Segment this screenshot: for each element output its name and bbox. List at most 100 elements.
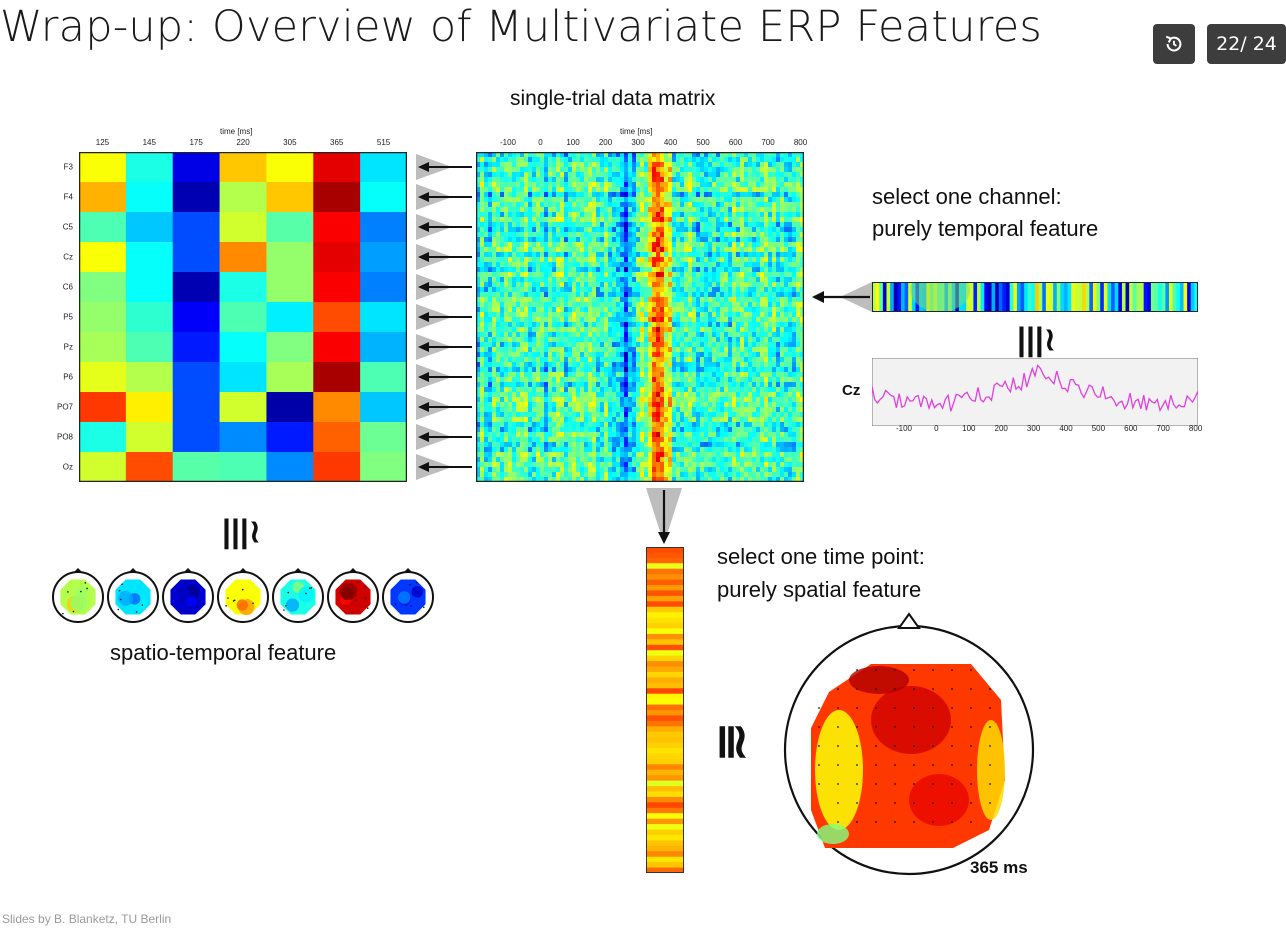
channel-label: Pz — [63, 342, 73, 352]
feature-cell — [313, 212, 361, 243]
feature-cell — [219, 152, 267, 183]
time-tick-label: -100 — [499, 138, 517, 147]
feature-cell — [313, 392, 361, 423]
spatio-temporal-scalp-maps — [52, 568, 434, 623]
feature-cell — [79, 182, 127, 213]
feature-cell — [219, 212, 267, 243]
spatio-temporal-caption: spatio-temporal feature — [110, 640, 337, 665]
feature-cell — [125, 242, 174, 273]
feature-cell — [125, 452, 174, 482]
feature-cell — [79, 362, 127, 393]
slide-footer: Slides by B. Blanketz, TU Berlin — [2, 912, 172, 926]
channel-arrow — [418, 282, 429, 292]
time-tick-label: 300 — [631, 138, 645, 147]
time-point-label: 365 ms — [970, 858, 1028, 877]
time-tick-label: 220 — [236, 138, 250, 147]
channel-label: Cz — [63, 252, 73, 262]
feature-cell — [219, 302, 267, 333]
scalp-map — [170, 579, 206, 615]
restart-button[interactable] — [1153, 24, 1195, 64]
feature-cell — [79, 302, 127, 333]
trace-tick-label: -100 — [895, 424, 913, 433]
feature-cell — [79, 272, 127, 303]
feature-cell — [125, 182, 174, 213]
feature-cell — [360, 392, 407, 423]
time-tick-label: 800 — [793, 138, 808, 147]
scalp-map — [390, 579, 426, 615]
page-counter[interactable]: 22/ 24 — [1207, 24, 1286, 64]
trace-tick-label: 100 — [962, 424, 976, 433]
scalp-map — [335, 579, 371, 615]
feature-cell — [360, 422, 407, 453]
scalp-map — [225, 579, 261, 616]
time-tick-label: 125 — [95, 138, 110, 147]
spatio-temporal-approx-symbol: |||≀ — [222, 513, 261, 549]
time-tick-label: 500 — [696, 138, 710, 147]
feature-cell — [172, 302, 221, 333]
spatial-caption-line2: purely spatial feature — [717, 577, 922, 602]
trace-tick-label: 700 — [1156, 424, 1170, 433]
channel-arrow — [418, 162, 429, 172]
spatial-scalp-map — [783, 612, 1035, 876]
data-matrix-heading: single-trial data matrix — [510, 87, 716, 110]
feature-cell — [313, 272, 361, 303]
feature-cell — [219, 272, 267, 303]
feature-cell — [313, 452, 361, 482]
channel-arrow — [418, 312, 429, 322]
time-tick-label: 400 — [663, 138, 678, 147]
feature-cell — [219, 332, 267, 363]
channel-label: P6 — [63, 372, 73, 382]
spatial-approx-symbol: ≅ — [705, 721, 759, 763]
feature-cell — [360, 452, 407, 482]
feature-cell — [360, 242, 407, 273]
feature-cell — [266, 392, 314, 423]
feature-cell — [360, 212, 407, 243]
channel-label: P5 — [63, 312, 73, 322]
feature-cell — [313, 362, 361, 393]
feature-cell — [266, 212, 314, 243]
feature-cell — [219, 362, 267, 393]
time-tick-label: 100 — [566, 138, 580, 147]
trace-tick-label: 200 — [994, 424, 1008, 433]
feature-cell — [172, 392, 221, 423]
feature-cell — [313, 302, 361, 333]
feature-cell — [172, 182, 221, 213]
scalp-map — [60, 579, 96, 615]
cz-time-trace — [872, 358, 1198, 426]
time-tick-label: 200 — [598, 138, 613, 147]
temporal-caption-line1: select one channel: — [872, 184, 1062, 209]
feature-cell — [125, 272, 174, 303]
time-point-column — [646, 547, 684, 873]
feature-cell — [79, 152, 127, 183]
trace-tick-label: 400 — [1059, 424, 1073, 433]
channel-arrow — [418, 432, 429, 442]
channel-arrow — [418, 372, 429, 382]
channel-arrow — [418, 192, 429, 202]
feature-cell — [172, 422, 221, 453]
cz-trace-line — [872, 364, 1198, 413]
feature-cell — [125, 152, 174, 183]
feature-cell — [79, 242, 127, 273]
feature-cell — [266, 152, 314, 183]
feature-cell — [219, 422, 267, 453]
feature-cell — [219, 242, 267, 273]
channel-label: C6 — [62, 282, 73, 292]
feature-cell — [360, 302, 407, 333]
feature-cell — [125, 362, 174, 393]
time-tick-label: 700 — [761, 138, 775, 147]
channel-arrows — [416, 154, 472, 480]
feature-cell — [360, 152, 407, 183]
channel-arrow — [418, 252, 429, 262]
feature-cell — [266, 422, 314, 453]
feature-cell — [313, 152, 361, 183]
feature-cell — [79, 212, 127, 243]
temporal-approx-symbol: |||≀ — [1017, 321, 1056, 357]
data-matrix-axis-title: time [ms] — [620, 127, 653, 136]
feature-cell — [313, 242, 361, 273]
channel-arrow — [418, 342, 429, 352]
time-tick-label: 0 — [538, 138, 543, 147]
feature-cell — [125, 422, 174, 453]
channel-arrow — [418, 402, 429, 412]
feature-cell — [266, 182, 314, 213]
feature-cell — [79, 422, 127, 453]
